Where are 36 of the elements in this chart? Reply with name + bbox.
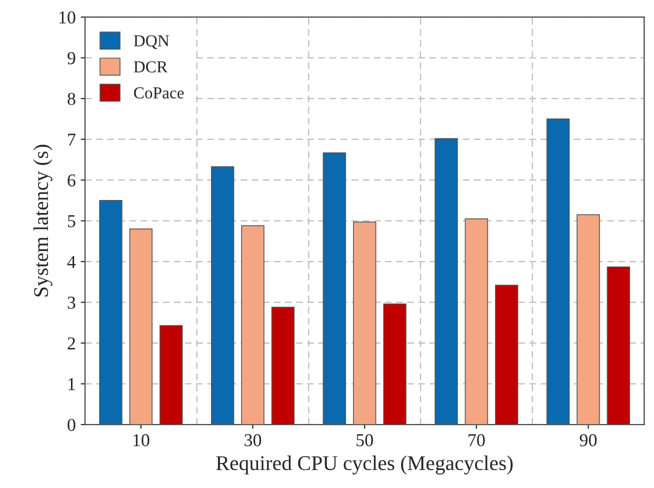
x-tick-label: 30 bbox=[244, 434, 262, 446]
x-tick-label: 90 bbox=[580, 434, 597, 446]
bar bbox=[271, 306, 295, 425]
y-tick-label: 4 bbox=[67, 256, 76, 268]
x-tick-label: 10 bbox=[134, 434, 150, 446]
bar bbox=[99, 200, 122, 425]
bar bbox=[129, 228, 153, 425]
y-tick-label: 10 bbox=[60, 11, 76, 24]
y-axis-title: System latency (s) bbox=[33, 144, 52, 296]
bar bbox=[210, 166, 234, 425]
bar bbox=[160, 325, 183, 425]
y-tick-label: 6 bbox=[68, 174, 76, 187]
bar bbox=[495, 284, 518, 425]
bar bbox=[434, 138, 458, 425]
bar bbox=[241, 225, 264, 425]
y-tick-label: 0 bbox=[68, 418, 76, 431]
bar bbox=[606, 266, 630, 425]
y-tick-label: 5 bbox=[68, 215, 76, 228]
bar bbox=[322, 152, 346, 425]
y-tick-label: 9 bbox=[68, 52, 76, 64]
x-tick-label: 50 bbox=[356, 434, 373, 446]
bar bbox=[353, 222, 376, 425]
y-tick-label: 2 bbox=[68, 337, 75, 350]
y-tick-label: 1 bbox=[68, 378, 75, 390]
legend-label: CoPace bbox=[134, 87, 184, 99]
x-tick-label: 70 bbox=[468, 434, 485, 446]
y-tick-label: 8 bbox=[68, 92, 76, 106]
bar bbox=[546, 118, 570, 425]
y-tick-label: 7 bbox=[68, 134, 76, 146]
bar bbox=[576, 214, 600, 425]
bar bbox=[383, 304, 406, 425]
x-axis-title: Required CPU cycles (Megacycles) bbox=[216, 456, 513, 474]
bar bbox=[464, 218, 488, 425]
legend-label: DCR bbox=[134, 61, 168, 72]
y-tick-label: 3 bbox=[68, 296, 76, 309]
legend-label: DQN bbox=[134, 35, 170, 49]
